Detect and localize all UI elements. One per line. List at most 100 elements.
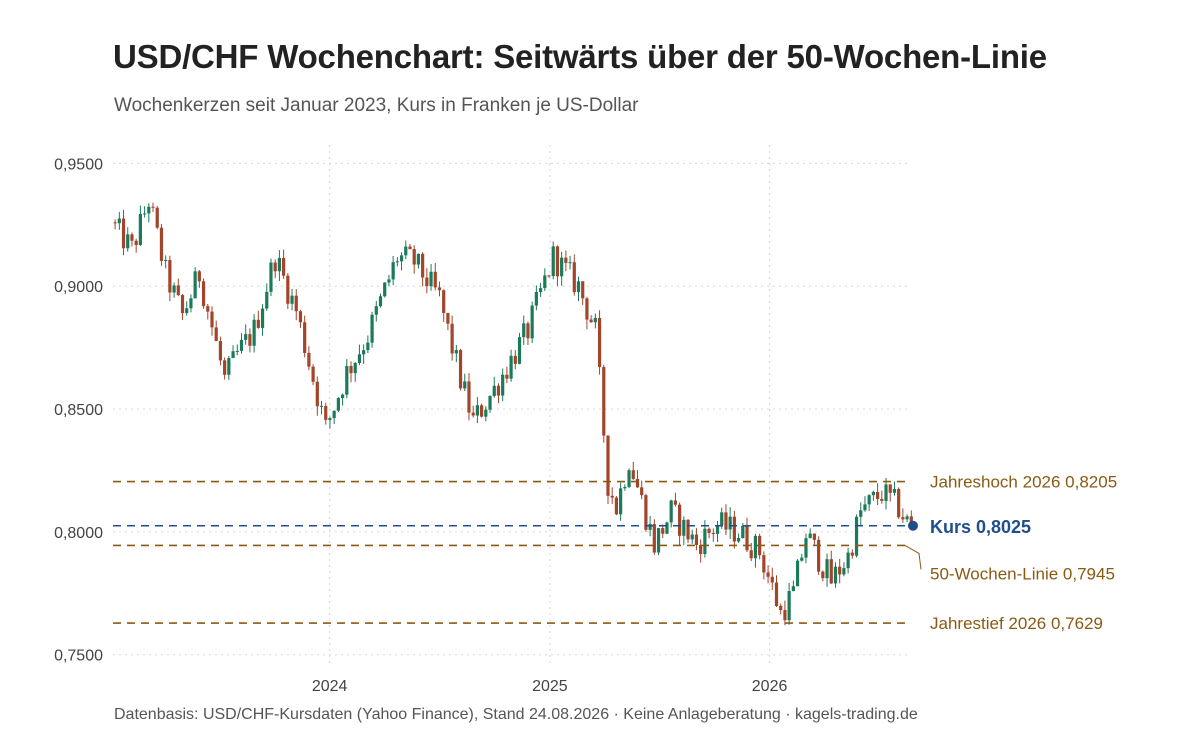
candle-body (134, 240, 138, 245)
candle-body (189, 298, 193, 309)
candle-body (269, 262, 273, 292)
candle-body (399, 255, 404, 262)
candle-body (711, 533, 715, 535)
candle-body (391, 262, 395, 280)
candle-body (560, 257, 564, 277)
candle-body (265, 291, 269, 309)
candle-body (239, 339, 244, 351)
candle-body (665, 522, 669, 534)
y-tick-label: 0,8500 (54, 402, 103, 419)
candle-body (501, 374, 505, 396)
candle-body (374, 306, 378, 315)
candle-body (172, 285, 176, 293)
candle-body (888, 484, 892, 493)
candle-body (724, 512, 728, 530)
y-tick-label: 0,7500 (54, 648, 103, 665)
candle-body (901, 517, 905, 520)
candle-body (783, 610, 787, 621)
candle-body (197, 271, 201, 282)
candle-body (534, 292, 538, 306)
candle-body (201, 281, 206, 307)
candle-body (307, 352, 311, 367)
candle-body (206, 306, 210, 312)
candle-body (538, 288, 543, 293)
candle-body (463, 381, 467, 389)
chart-caption: Datenbasis: USD/CHF-Kursdaten (Yahoo Fin… (114, 706, 918, 723)
candle-body (404, 246, 408, 256)
candle-body (256, 319, 260, 328)
candle-body (526, 323, 530, 339)
candle-body (235, 350, 239, 352)
candle-body (610, 495, 614, 498)
candle-body (530, 305, 534, 339)
candle-body (749, 550, 753, 559)
candle-body (362, 350, 366, 355)
candle-body (741, 525, 745, 539)
level-label: 50-Wochen-Linie 0,7945 (930, 564, 1115, 583)
candle-body (800, 557, 804, 561)
candle-body (425, 277, 429, 287)
candle-body (850, 552, 854, 556)
candle-body (113, 222, 117, 224)
candle-body (732, 516, 736, 542)
candle-body (433, 271, 437, 288)
candle-body (294, 295, 298, 312)
candle-body (867, 495, 871, 505)
candle-body (505, 374, 509, 379)
candle-body (728, 516, 732, 530)
candle-body (787, 591, 791, 621)
candle-body (699, 544, 703, 555)
candle-body (640, 487, 644, 496)
candle-body (159, 227, 164, 261)
candle-body (467, 381, 471, 413)
candle-body (897, 488, 901, 518)
candle-body (282, 257, 286, 276)
candle-body (412, 249, 416, 265)
candle-body (635, 478, 640, 488)
candle-body (121, 218, 126, 249)
candle-body (218, 341, 223, 361)
candle-body (597, 317, 602, 368)
candle-body (244, 334, 248, 340)
candle-body (147, 206, 151, 214)
candle-body (138, 213, 142, 245)
candle-body (576, 281, 581, 293)
candle-body (863, 504, 867, 511)
candle-body (214, 327, 218, 342)
candle-body (513, 355, 517, 364)
candle-body (475, 405, 479, 416)
candle-body (387, 279, 391, 283)
candle-body (223, 360, 227, 375)
candle-body (648, 524, 652, 530)
candle-body (720, 512, 724, 525)
candle-body (808, 533, 812, 539)
candle-body (736, 538, 741, 542)
candle-body (437, 287, 442, 291)
candle-body (762, 555, 766, 573)
candle-body (593, 317, 597, 323)
candle-body (875, 491, 880, 500)
candle-body (492, 385, 496, 396)
candle-body (555, 246, 560, 277)
candle-body (277, 257, 282, 272)
candle-body (496, 385, 501, 396)
candle-body (581, 281, 585, 299)
candle-body (829, 559, 833, 584)
candle-body (164, 260, 168, 262)
chart-title: USD/CHF Wochenchart: Seitwärts über der … (113, 38, 1047, 75)
candle-body (854, 516, 859, 556)
candle-body (383, 282, 387, 297)
candle-body (185, 308, 189, 314)
candle-body (547, 275, 551, 277)
candle-body (838, 566, 842, 575)
grid-lines (113, 145, 911, 667)
candle-body (572, 262, 576, 293)
candle-body (619, 488, 623, 515)
candle-body (340, 394, 345, 399)
candle-body (454, 350, 458, 354)
x-tick-label: 2026 (752, 678, 788, 695)
candle-body (117, 218, 121, 224)
candle-body (631, 470, 635, 479)
candle-body (458, 350, 463, 389)
candle-body (260, 308, 265, 328)
